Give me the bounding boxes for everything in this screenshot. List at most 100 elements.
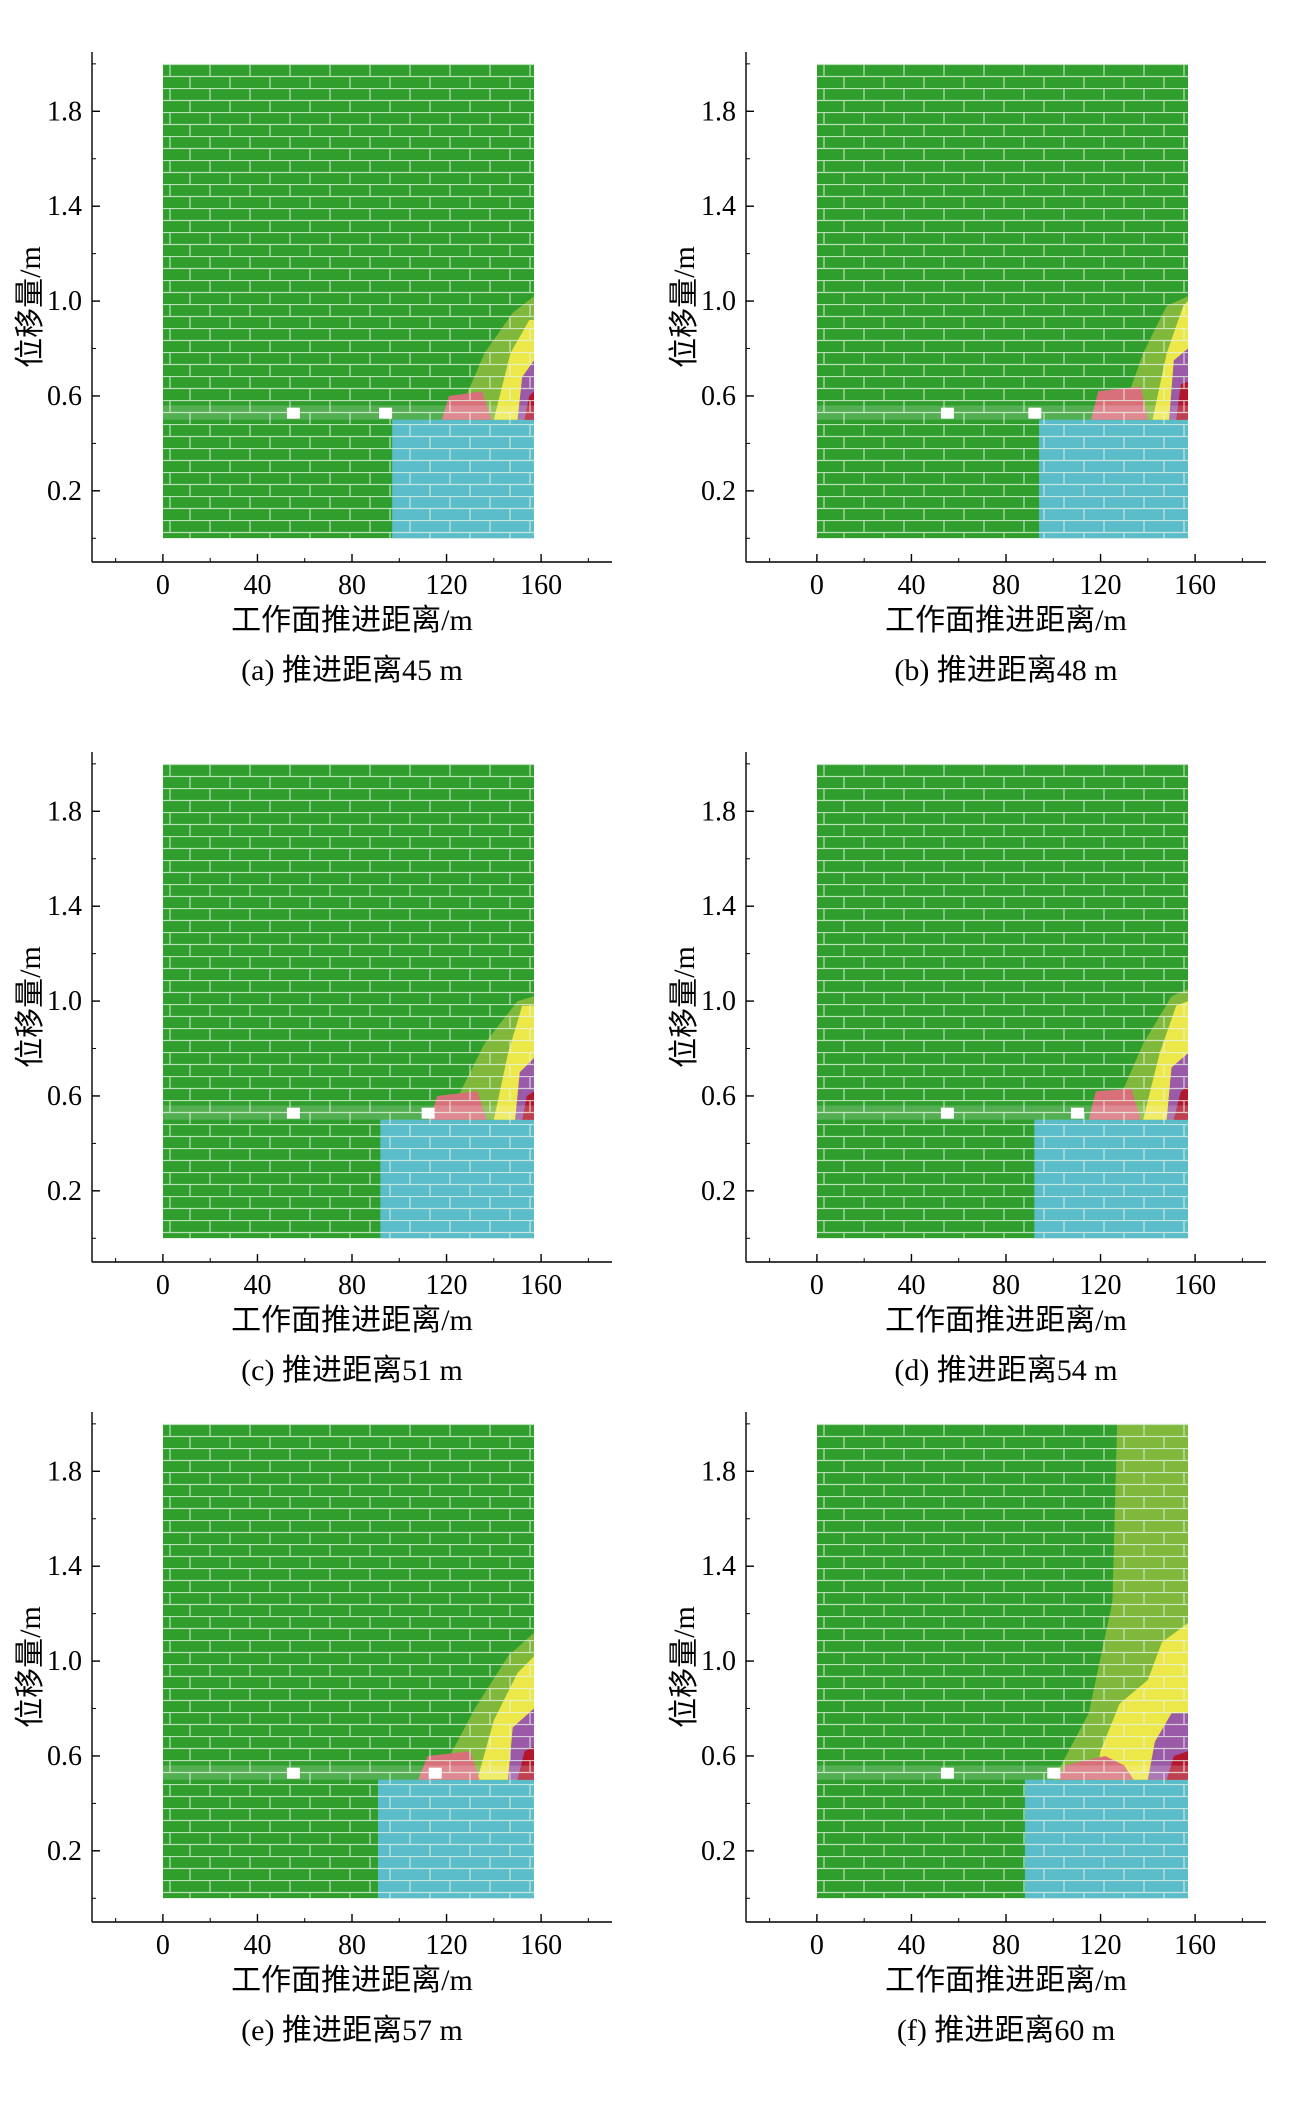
- y-tick-label: 1.4: [701, 891, 736, 922]
- x-tick-label: 0: [156, 570, 170, 601]
- y-tick-label: 0.2: [701, 1176, 736, 1207]
- y-tick-label: 1.0: [47, 986, 82, 1017]
- x-axis-title: 工作面推进距离/m: [885, 1964, 1127, 1997]
- model-block: [162, 1423, 534, 1899]
- model-block: [816, 63, 1188, 539]
- panel-d: 0.2 0.6 1.0 1.4 1.8 0 40 80 120 160 工作面推进距离/m 位移量/m…: [654, 740, 1308, 1440]
- brick-joints: [162, 63, 534, 539]
- coal-seam-band: [816, 1105, 1188, 1120]
- y-tick-label: 1.8: [701, 96, 736, 127]
- cavity-marker: [1070, 1107, 1084, 1119]
- x-tick-label: 160: [1174, 1270, 1216, 1301]
- y-tick-label: 1.4: [47, 891, 82, 922]
- x-axis-title: 工作面推进距离/m: [885, 1304, 1127, 1337]
- brick-joints: [816, 1423, 1188, 1899]
- panel-caption: (c) 推进距离51 m: [241, 1354, 463, 1387]
- panel-caption: (e) 推进距离57 m: [241, 2014, 463, 2047]
- x-tick-label: 40: [243, 1270, 271, 1301]
- y-tick-label: 0.2: [47, 1176, 82, 1207]
- y-tick-label: 1.8: [47, 796, 82, 827]
- y-tick-label: 0.6: [701, 1081, 736, 1112]
- y-tick-label: 1.8: [701, 796, 736, 827]
- brick-joints: [162, 763, 534, 1239]
- panel-b: 0.2 0.6 1.0 1.4 1.8 0 40 80 120 160 工作面推进距离/m 位移量/m…: [654, 40, 1308, 740]
- cavity-marker: [940, 1107, 954, 1119]
- x-tick-label: 160: [1174, 570, 1216, 601]
- x-tick-label: 80: [992, 570, 1020, 601]
- y-axis-title: 位移量/m: [14, 946, 47, 1068]
- brick-joints: [162, 1423, 534, 1899]
- y-tick-label: 0.2: [701, 476, 736, 507]
- panel-f: 0.2 0.6 1.0 1.4 1.8 0 40 80 120 160 工作面推进距离/m 位移量/m…: [654, 1400, 1308, 2100]
- y-tick-label: 0.2: [701, 1836, 736, 1867]
- x-axis-title: 工作面推进距离/m: [231, 1964, 473, 1997]
- coal-seam-band: [162, 405, 534, 420]
- cavity-marker: [940, 1767, 954, 1779]
- x-tick-label: 160: [1174, 1930, 1216, 1961]
- panel-caption: (a) 推进距离45 m: [241, 654, 463, 687]
- x-tick-label: 160: [520, 1930, 562, 1961]
- x-tick-label: 40: [897, 570, 925, 601]
- x-tick-label: 0: [156, 1930, 170, 1961]
- cavity-marker: [1047, 1767, 1061, 1779]
- y-tick-label: 1.8: [701, 1456, 736, 1487]
- brick-joints: [816, 63, 1188, 539]
- model-block: [816, 763, 1188, 1239]
- chart-svg: 0.2 0.6 1.0 1.4 1.8 0 40 80 120 160 工作面推进距离/m 位移量/m…: [668, 52, 1266, 687]
- cavity-marker: [286, 1107, 300, 1119]
- x-tick-label: 40: [243, 570, 271, 601]
- y-tick-label: 0.6: [47, 1081, 82, 1112]
- cavity-marker: [286, 1767, 300, 1779]
- y-tick-label: 1.0: [701, 286, 736, 317]
- y-axis-title: 位移量/m: [668, 246, 701, 368]
- x-tick-label: 0: [156, 1270, 170, 1301]
- x-tick-label: 120: [1080, 570, 1122, 601]
- y-tick-label: 1.8: [47, 1456, 82, 1487]
- coal-seam-band: [816, 1765, 1188, 1780]
- chart-svg: 0.2 0.6 1.0 1.4 1.8 0 40 80 120 160 工作面推进距离/m 位移量/m…: [668, 1412, 1266, 2047]
- y-tick-label: 1.8: [47, 96, 82, 127]
- y-tick-label: 1.0: [47, 1646, 82, 1677]
- y-axis-title: 位移量/m: [14, 246, 47, 368]
- panel-caption: (f) 推进距离60 m: [897, 2014, 1115, 2047]
- chart-svg: 0.2 0.6 1.0 1.4 1.8 0 40 80 120 160 工作面推进距离/m 位移量/m…: [668, 752, 1266, 1387]
- y-tick-label: 1.0: [701, 1646, 736, 1677]
- panel-caption: (b) 推进距离48 m: [894, 654, 1117, 687]
- x-axis-title: 工作面推进距离/m: [231, 1304, 473, 1337]
- x-tick-label: 80: [992, 1930, 1020, 1961]
- chart-svg: 0.2 0.6 1.0 1.4 1.8 0 40 80 120 160 工作面推进距离/m 位移量/m…: [14, 752, 612, 1387]
- y-axis-title: 位移量/m: [14, 1606, 47, 1728]
- cavity-marker: [940, 407, 954, 419]
- y-tick-label: 0.6: [701, 381, 736, 412]
- cavity-marker: [286, 407, 300, 419]
- model-block: [162, 763, 534, 1239]
- x-tick-label: 40: [897, 1930, 925, 1961]
- x-axis-title: 工作面推进距离/m: [885, 604, 1127, 637]
- brick-joints: [816, 763, 1188, 1239]
- y-tick-label: 1.4: [47, 191, 82, 222]
- panel-e: 0.2 0.6 1.0 1.4 1.8 0 40 80 120 160 工作面推进距离/m 位移量/m…: [0, 1400, 654, 2100]
- x-tick-label: 160: [520, 570, 562, 601]
- x-tick-label: 0: [810, 570, 824, 601]
- chart-svg: 0.2 0.6 1.0 1.4 1.8 0 40 80 120 160 工作面推进距离/m 位移量/m…: [14, 52, 612, 687]
- y-tick-label: 1.4: [701, 191, 736, 222]
- x-tick-label: 0: [810, 1930, 824, 1961]
- y-tick-label: 0.6: [47, 1741, 82, 1772]
- y-tick-label: 0.2: [47, 476, 82, 507]
- x-tick-label: 80: [338, 570, 366, 601]
- model-block: [816, 1423, 1188, 1899]
- x-axis-title: 工作面推进距离/m: [231, 604, 473, 637]
- chart-svg: 0.2 0.6 1.0 1.4 1.8 0 40 80 120 160 工作面推进距离/m 位移量/m…: [14, 1412, 612, 2047]
- coal-seam-band: [162, 1765, 534, 1780]
- coal-seam-band: [162, 1105, 534, 1120]
- y-axis-title: 位移量/m: [668, 1606, 701, 1728]
- x-tick-label: 120: [426, 1270, 468, 1301]
- y-tick-label: 1.4: [47, 1551, 82, 1582]
- cavity-marker: [1028, 407, 1042, 419]
- model-block: [162, 63, 534, 539]
- y-tick-label: 0.6: [701, 1741, 736, 1772]
- cavity-marker: [428, 1767, 442, 1779]
- x-tick-label: 0: [810, 1270, 824, 1301]
- x-tick-label: 120: [426, 570, 468, 601]
- y-tick-label: 1.0: [701, 986, 736, 1017]
